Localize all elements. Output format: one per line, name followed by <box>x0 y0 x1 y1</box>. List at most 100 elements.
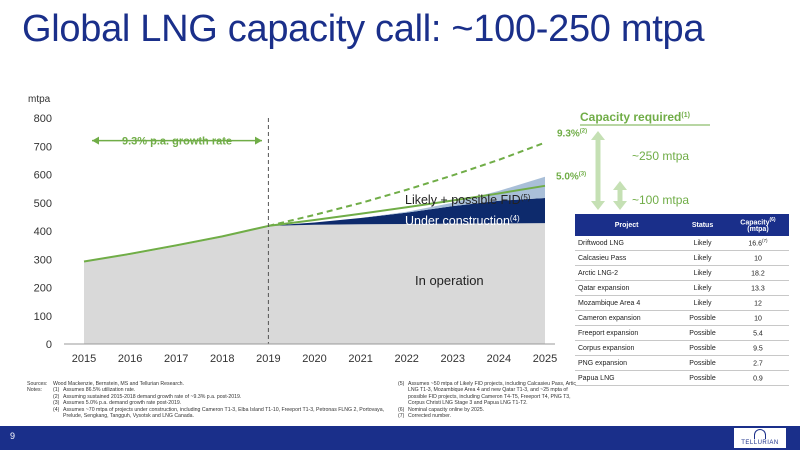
x-tick-label: 2024 <box>487 353 511 365</box>
capacity-high-arrow-shaft <box>595 139 601 202</box>
project-capacity: 10 <box>726 250 789 266</box>
sources-label: Sources: <box>27 381 48 387</box>
logo-text: TELLURIAN <box>741 440 779 446</box>
y-tick-label: 700 <box>34 141 52 153</box>
likely-possible-fid-label-text: Likely + possible FID <box>405 193 521 207</box>
growth-line-9-3-p-a-growth-rate <box>83 224 269 263</box>
area-series-in-operation <box>84 223 545 344</box>
x-tick-label: 2018 <box>210 353 234 365</box>
x-tick-label: 2021 <box>348 353 372 365</box>
likely-possible-fid-label-sup: (5) <box>521 193 531 202</box>
y-tick-label: 800 <box>34 113 52 125</box>
note-text: Assumes ~70 mtpa of projects under const… <box>63 406 385 420</box>
y-tick-label: 600 <box>34 170 52 182</box>
capacity-value: 10 <box>754 255 762 263</box>
x-tick-label: 2020 <box>302 353 326 365</box>
under-construction-label: Under construction(4) <box>405 214 520 228</box>
growth-line-5-0- <box>268 184 546 227</box>
capacity-required-text: Capacity required <box>580 110 681 124</box>
project-capacity: 18.2 <box>726 265 789 281</box>
table-row: Arctic LNG-2 Likely 18.2 <box>575 265 789 281</box>
project-status: Likely <box>678 250 727 266</box>
capacity-required-label: Capacity required(1) <box>580 110 690 124</box>
header-project: Project <box>575 214 679 236</box>
capacity-value: 5.4 <box>753 330 763 338</box>
growth-rate-label: 9.3% p.a. growth rate <box>122 136 232 148</box>
project-status: Likely <box>678 295 727 311</box>
capacity-low-arrow-up-icon <box>613 181 627 190</box>
capacity-low-arrow-down-icon <box>613 201 627 210</box>
y-axis-unit-label: mtpa <box>28 94 51 105</box>
sources-text: Wood Mackenzie, Bernstein, MS and Tellur… <box>53 381 185 387</box>
notes-right: (5) Assumes ~50 mtpa of Likely FID projec… <box>398 381 588 419</box>
notes-left: Sources: Wood Mackenzie, Bernstein, MS a… <box>27 381 397 419</box>
note-text: Assumes 5.0% p.a. demand growth rate pos… <box>63 400 182 407</box>
note-number: (2) <box>53 393 60 400</box>
x-tick-label: 2022 <box>394 353 418 365</box>
y-tick-label: 300 <box>34 254 52 266</box>
growth-line-9-3- <box>268 141 546 227</box>
table-row: PNG expansion Possible 2.7 <box>575 355 789 371</box>
project-capacity: 0.9 <box>726 370 789 386</box>
rate-high-sup: (2) <box>580 129 587 135</box>
projects-table: Project Status Capacity(6) (mtpa) Driftw… <box>575 214 789 386</box>
notes-list: (1) Assumes 86.5% utilization rate. (2) Ass… <box>53 387 397 419</box>
in-operation-label: In operation <box>415 273 484 288</box>
note-item: (2) Assuming sustained 2015-2018 demand g… <box>53 394 397 400</box>
note-item: (6) Nominal capacity online by 2025. <box>398 407 588 413</box>
project-capacity: 5.4 <box>726 325 789 341</box>
rate-low-value: 5.0% <box>556 172 579 183</box>
table-row: Calcasieu Pass Likely 10 <box>575 250 789 266</box>
project-name: Calcasieu Pass <box>575 250 679 266</box>
project-name: Corpus expansion <box>575 340 679 356</box>
note-number: (4) <box>53 406 60 413</box>
rate-high-value: 9.3% <box>557 129 580 140</box>
project-name: Arctic LNG-2 <box>575 265 679 281</box>
capacity-low-arrow-shaft <box>617 189 623 202</box>
project-capacity: 13.3 <box>726 280 789 296</box>
capacity-high-arrow-up-icon <box>591 131 605 140</box>
note-text: Nominal capacity online by 2025. <box>408 406 485 413</box>
project-status: Likely <box>678 265 727 281</box>
y-tick-label: 500 <box>34 198 52 210</box>
table-row: Freeport expansion Possible 5.4 <box>575 325 789 341</box>
note-item: (7) Corrected number. <box>398 413 588 419</box>
under-construction-label-text: Under construction <box>405 214 510 228</box>
notes-label: Notes: <box>27 387 42 394</box>
table-row: Qatar expansion Likely 13.3 <box>575 280 789 296</box>
header-status: Status <box>678 214 727 236</box>
capacity-low-label: ~100 mtpa <box>632 193 689 207</box>
x-tick-label: 2023 <box>441 353 465 365</box>
note-text: Assumes ~50 mtpa of Likely FID projects,… <box>408 381 576 407</box>
x-tick-label: 2025 <box>533 353 557 365</box>
note-text: Assumes 86.5% utilization rate. <box>63 387 136 394</box>
table-header-row: Project Status Capacity(6) (mtpa) <box>575 214 789 236</box>
notes-list-right: (5) Assumes ~50 mtpa of Likely FID projec… <box>398 381 588 419</box>
under-construction-label-sup: (4) <box>510 214 520 223</box>
project-status: Possible <box>678 355 727 371</box>
note-number: (1) <box>53 387 60 394</box>
capacity-required-sup: (1) <box>681 112 690 119</box>
likely-possible-fid-label: Likely + possible FID(5) <box>405 193 531 207</box>
capacity-sup: (7) <box>762 238 768 244</box>
header-capacity-sup: (6) <box>769 216 776 223</box>
project-capacity: 12 <box>726 295 789 311</box>
arrow-left-icon <box>92 136 99 145</box>
rate-high-label: 9.3%(2) <box>557 129 587 140</box>
capacity-value: 12 <box>754 300 762 308</box>
note-number: (5) <box>398 381 405 387</box>
page-number: 9 <box>10 431 16 441</box>
capacity-value: 9.5 <box>753 345 763 353</box>
project-name: Papua LNG <box>575 370 679 386</box>
capacity-value: 18.2 <box>751 270 765 278</box>
table-row: Corpus expansion Possible 9.5 <box>575 340 789 356</box>
project-status: Possible <box>678 340 727 356</box>
header-capacity-label: Capacity <box>740 219 770 227</box>
company-logo: TELLURIAN <box>734 428 786 448</box>
project-capacity: 16.6(7) <box>726 236 789 251</box>
table-row: Driftwood LNG Likely 16.6(7) <box>575 236 789 251</box>
capacity-value: 2.7 <box>753 360 763 368</box>
logo-mark-icon <box>754 429 766 439</box>
y-tick-label: 100 <box>34 311 52 323</box>
project-status: Possible <box>678 370 727 386</box>
